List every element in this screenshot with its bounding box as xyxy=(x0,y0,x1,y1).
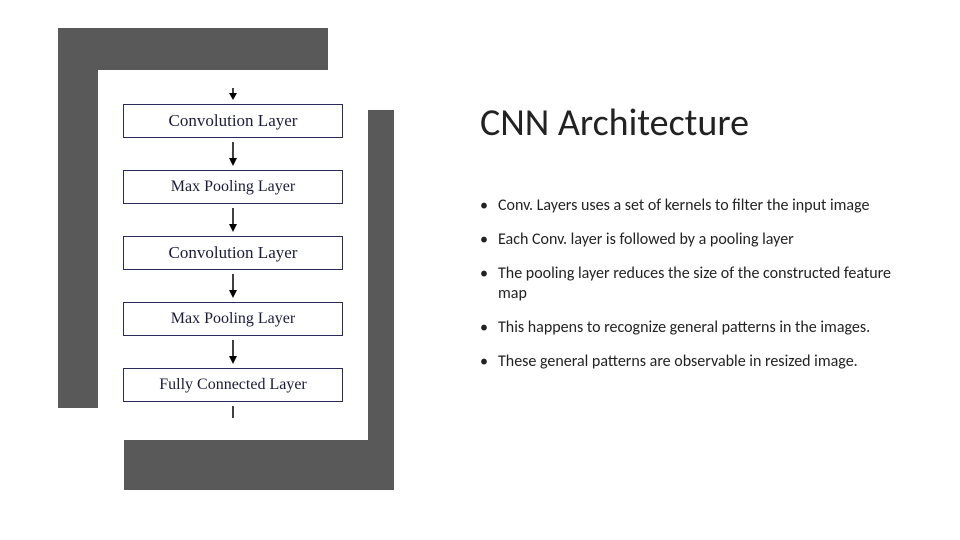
diagram-panel: Convolution Layer Max Pooling Layer Conv… xyxy=(0,0,460,540)
arrow-icon xyxy=(226,208,240,232)
arrow-icon xyxy=(226,406,240,418)
slide: Convolution Layer Max Pooling Layer Conv… xyxy=(0,0,960,540)
arrow-icon xyxy=(226,340,240,364)
arrow-icon xyxy=(226,142,240,166)
arrow-icon xyxy=(226,274,240,298)
layer-box: Convolution Layer xyxy=(123,236,343,270)
list-item: These general patterns are observable in… xyxy=(480,352,920,372)
layer-label: Max Pooling Layer xyxy=(171,178,295,196)
layer-label: Fully Connected Layer xyxy=(159,376,307,394)
layer-box: Max Pooling Layer xyxy=(123,302,343,336)
list-item: This happens to recognize general patter… xyxy=(480,318,920,338)
bullet-list: Conv. Layers uses a set of kernels to fi… xyxy=(480,196,920,372)
list-item: Conv. Layers uses a set of kernels to fi… xyxy=(480,196,920,216)
list-item: Each Conv. layer is followed by a poolin… xyxy=(480,230,920,250)
arrow-icon xyxy=(226,88,240,100)
layer-box: Max Pooling Layer xyxy=(123,170,343,204)
layer-box: Fully Connected Layer xyxy=(123,368,343,402)
layer-box: Convolution Layer xyxy=(123,104,343,138)
layer-label: Convolution Layer xyxy=(169,243,298,263)
text-panel: CNN Architecture Conv. Layers uses a set… xyxy=(460,0,960,540)
page-title: CNN Architecture xyxy=(480,100,920,146)
layer-label: Max Pooling Layer xyxy=(171,310,295,328)
cnn-flowchart: Convolution Layer Max Pooling Layer Conv… xyxy=(98,70,368,440)
layer-label: Convolution Layer xyxy=(169,111,298,131)
list-item: The pooling layer reduces the size of th… xyxy=(480,264,920,304)
